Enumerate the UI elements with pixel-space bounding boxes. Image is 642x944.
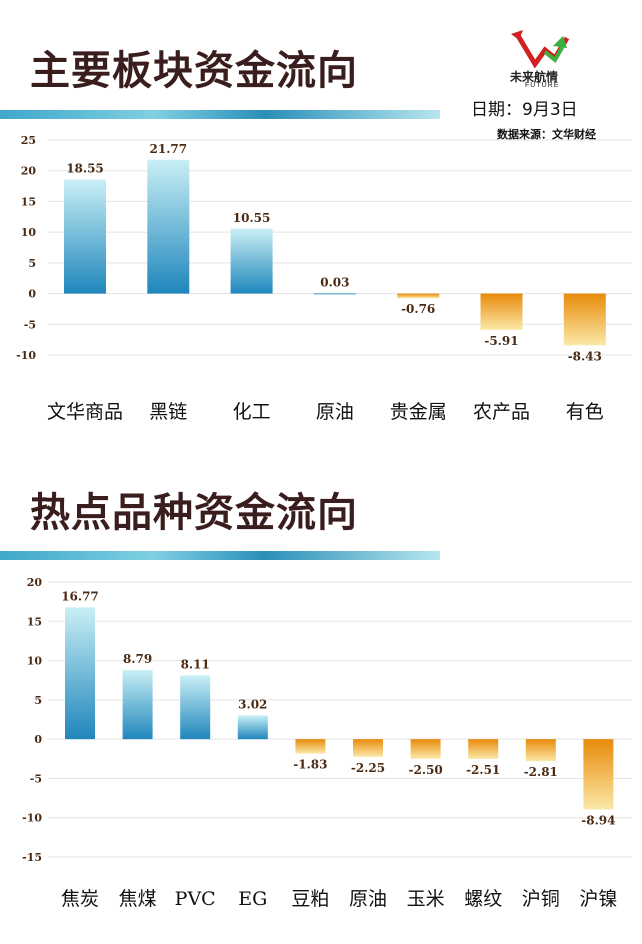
data-label: 16.77 <box>61 589 99 603</box>
bar <box>180 675 211 740</box>
date-label: 日期：9月3日 <box>471 100 578 120</box>
data-label: -2.50 <box>408 763 442 777</box>
data-label: 3.02 <box>238 697 267 711</box>
bar <box>147 159 190 294</box>
y-tick-label: 15 <box>21 195 36 208</box>
data-source-label: 数据来源：文华财经 <box>497 128 596 141</box>
data-label: 21.77 <box>150 142 188 156</box>
x-category-label: EG <box>238 888 267 910</box>
chart1-title: 主要板块资金流向 <box>30 48 358 94</box>
bar <box>65 607 95 740</box>
data-label: 18.55 <box>66 162 104 176</box>
y-tick-label: -5 <box>24 318 36 331</box>
x-category-label: 化工 <box>233 401 271 423</box>
x-category-label: 有色 <box>566 401 604 423</box>
x-category-label: 原油 <box>349 888 387 910</box>
bar <box>397 293 440 299</box>
data-label: -0.76 <box>401 302 435 316</box>
bar <box>353 739 383 757</box>
x-category-label: 原油 <box>316 401 354 423</box>
bar <box>410 739 441 759</box>
x-category-label: 螺纹 <box>464 888 502 910</box>
y-tick-label: -15 <box>22 851 42 864</box>
y-tick-label: 10 <box>21 226 37 239</box>
data-label: -2.25 <box>351 761 385 775</box>
y-tick-label: 0 <box>34 733 42 746</box>
data-label: -8.94 <box>581 813 615 827</box>
title2-decor-strip <box>0 551 440 560</box>
data-label: -8.43 <box>568 349 602 363</box>
bar <box>525 739 556 762</box>
data-label: -5.91 <box>484 334 518 348</box>
bar <box>480 293 523 330</box>
data-label: 8.11 <box>181 657 210 671</box>
logo-name: 未来航情 <box>510 70 559 84</box>
y-tick-label: 20 <box>27 576 43 589</box>
x-category-label: 贵金属 <box>390 401 447 423</box>
x-category-label: PVC <box>175 888 216 910</box>
chart2-title: 热点品种资金流向 <box>30 490 358 536</box>
data-label: 0.03 <box>320 275 349 289</box>
y-tick-label: 20 <box>21 165 37 178</box>
x-category-label: 玉米 <box>407 888 445 910</box>
bar <box>122 670 153 740</box>
future-logo-icon <box>505 24 575 94</box>
bar <box>237 715 268 740</box>
data-label: -2.51 <box>466 763 500 777</box>
bar <box>583 739 614 810</box>
data-label: -2.81 <box>524 765 558 779</box>
logo-subtitle: FUTURE <box>525 82 560 89</box>
y-tick-label: 5 <box>28 257 36 270</box>
x-category-label: 农产品 <box>473 401 530 423</box>
y-tick-label: 15 <box>27 615 42 628</box>
x-category-label: 焦煤 <box>119 888 157 910</box>
bar <box>230 228 273 294</box>
x-category-label: 沪铜 <box>522 888 560 910</box>
title1-decor-strip <box>0 110 440 119</box>
y-tick-label: 10 <box>27 655 43 668</box>
chart-sector-fund-flow: 25 20 15 10 5 0 -5 -10 18.55 文华商品 21.77 黑链 10.55 化工 0.… <box>16 134 632 423</box>
bar <box>313 292 356 295</box>
bar <box>64 179 106 294</box>
bar <box>468 739 499 759</box>
x-category-label: 黑链 <box>149 401 187 423</box>
data-label: 8.79 <box>123 652 152 666</box>
bar <box>563 293 606 346</box>
data-label: 10.55 <box>233 211 271 225</box>
x-category-label: 沪镍 <box>579 888 617 910</box>
x-category-label: 文华商品 <box>47 401 123 423</box>
y-tick-label: -5 <box>30 772 42 785</box>
bar <box>295 739 326 754</box>
x-category-label: 豆粕 <box>291 888 329 910</box>
data-label: -1.83 <box>293 758 327 772</box>
y-tick-label: 0 <box>28 288 36 301</box>
y-tick-label: -10 <box>16 349 36 362</box>
x-category-label: 焦炭 <box>61 888 99 910</box>
y-tick-label: 25 <box>21 134 36 147</box>
y-tick-label: 5 <box>34 694 42 707</box>
y-tick-label: -10 <box>22 812 42 825</box>
